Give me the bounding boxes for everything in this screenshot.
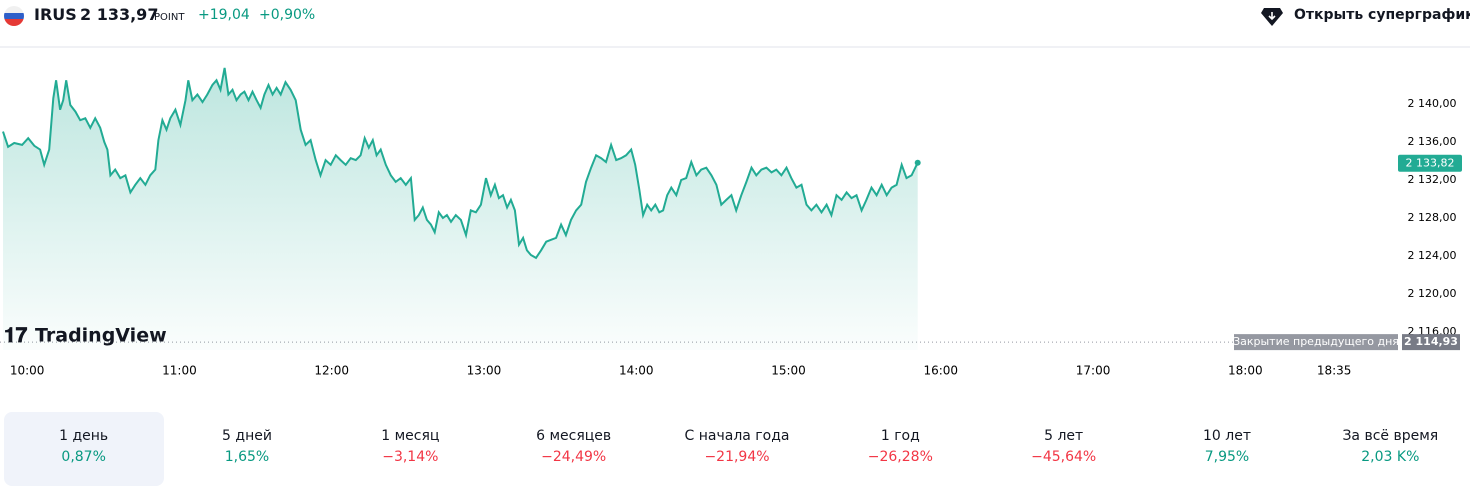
period[interactable]: 6 месяцев −24,49% xyxy=(494,412,654,486)
period-label: 5 лет xyxy=(1044,428,1084,444)
price: 2 133,97 xyxy=(80,5,159,24)
period-change: −26,28% xyxy=(867,449,933,465)
open-supergraph[interactable]: Открыть суперграфик xyxy=(1294,7,1470,23)
previous-close-tag xyxy=(1234,334,1398,351)
flag xyxy=(4,6,24,26)
y-tick-label: 2 124,00 xyxy=(1408,249,1457,262)
period[interactable]: С начала года −21,94% xyxy=(657,412,817,486)
period-change: 0,87% xyxy=(61,449,106,465)
period-change: −3,14% xyxy=(382,449,439,465)
area-fill xyxy=(3,67,918,351)
previous-close-label: 2 114,93 xyxy=(1404,335,1458,348)
plot-area: 2 116,002 120,002 124,002 128,002 132,00… xyxy=(0,67,1462,378)
period-bar: 1 день 0,87% 5 дней 1,65% 1 месяц −3,14% 6 мес… xyxy=(0,412,1470,488)
x-tick-label: 18:00 xyxy=(1228,364,1263,378)
x-tick-label: 10:00 xyxy=(10,364,45,378)
last-point xyxy=(914,159,921,166)
y-tick-label: 2 140,00 xyxy=(1408,97,1457,110)
x-tick-label: 13:00 xyxy=(467,364,502,378)
period-label: 10 лет xyxy=(1203,428,1251,444)
previous-close-name: Закрытие предыдущего дня xyxy=(1233,335,1399,348)
period-change: −45,64% xyxy=(1031,449,1097,465)
period[interactable]: 10 лет 7,95% xyxy=(1147,412,1307,486)
period[interactable]: 1 месяц −3,14% xyxy=(330,412,490,486)
period-label: 6 месяцев xyxy=(536,428,612,444)
period-change: −24,49% xyxy=(541,449,607,465)
y-tick-label: 2 128,00 xyxy=(1408,211,1457,224)
x-tick-label: 12:00 xyxy=(314,364,349,378)
x-tick-label: 16:00 xyxy=(923,364,958,378)
y-tick-label: 2 132,00 xyxy=(1408,173,1457,186)
x-tick-label: 15:00 xyxy=(771,364,806,378)
current-price-badge xyxy=(1398,154,1462,172)
period-change: 7,95% xyxy=(1204,449,1250,465)
period-label: 1 год xyxy=(880,428,920,444)
period-label: С начала года xyxy=(684,428,790,444)
supergraph-icon-arrow xyxy=(1268,12,1276,21)
period[interactable]: 1 день 0,87% xyxy=(3,412,164,486)
y-tick-label: 2 136,00 xyxy=(1408,135,1457,148)
unit: POINT xyxy=(154,12,185,23)
x-tick-label: 17:00 xyxy=(1076,364,1111,378)
period[interactable]: За всё время 2,03 K% xyxy=(1310,412,1470,486)
period-change: 2,03 K% xyxy=(1361,449,1420,465)
watermark-logo: 𝟏𝟕 xyxy=(4,323,28,347)
y-tick-label: 2 120,00 xyxy=(1408,287,1457,300)
watermark: TradingView xyxy=(35,325,167,347)
period-label: 1 месяц xyxy=(381,428,440,444)
current-price-label: 2 133,82 xyxy=(1406,157,1455,170)
x-tick-label: 11:00 xyxy=(162,364,197,378)
period[interactable]: 5 лет −45,64% xyxy=(984,412,1144,486)
price-line xyxy=(2,67,919,260)
period[interactable]: 1 год −26,28% xyxy=(820,412,980,486)
period-change: −21,94% xyxy=(704,449,770,465)
x-tick-label: 18:35 xyxy=(1317,364,1352,378)
change: +19,04 xyxy=(198,7,250,23)
period-change: 1,65% xyxy=(224,449,270,465)
period-label: За всё время xyxy=(1342,428,1439,444)
period[interactable]: 5 дней 1,65% xyxy=(167,412,327,486)
previous-close-badge xyxy=(1402,334,1460,351)
x-tick-label: 14:00 xyxy=(619,364,654,378)
ticker: IRUS xyxy=(34,5,77,24)
period-label: 5 дней xyxy=(222,428,272,444)
change-percent: +0,90% xyxy=(259,7,316,23)
period-label: 1 день xyxy=(59,428,109,444)
